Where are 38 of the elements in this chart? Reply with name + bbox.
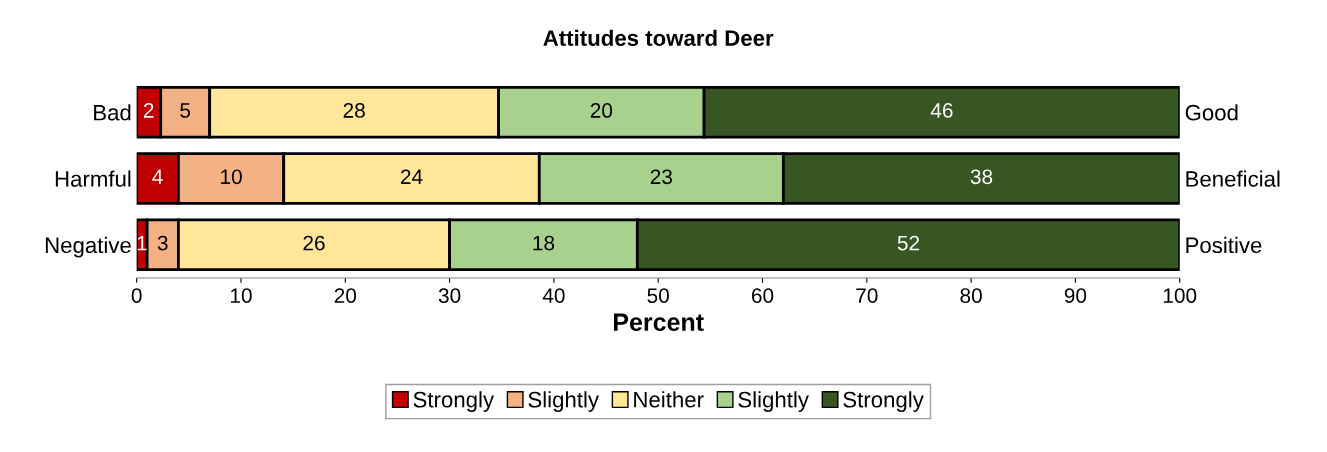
data-label: 5 [180,103,191,118]
x-axis-title: Percent [614,313,704,332]
x-tick-label: 40 [542,288,565,303]
x-tick-label: 60 [751,288,774,303]
x-tick-label: 20 [334,288,357,303]
legend-label: Slightly [528,391,599,412]
data-label: 23 [650,169,672,185]
legend-label: Slightly [738,391,809,412]
y-tick-label: Harmful [55,170,131,187]
legend-label: Strongly [843,391,924,412]
legend-label: Strongly [413,391,495,412]
legend-label: Neither [634,391,704,408]
chart-title: Attitudes toward Deer [543,29,774,46]
data-label: 2 [143,103,154,118]
x-tick-label: 0 [131,288,142,303]
x-tick-label: 70 [856,288,878,303]
x-tick-label: 100 [1163,288,1197,303]
data-label: 10 [221,169,242,185]
data-label: 52 [897,235,920,251]
data-label: 24 [400,169,423,184]
data-label: 3 [157,235,168,251]
data-label: 28 [343,103,365,118]
data-label: 18 [533,235,555,251]
x-tick-label: 90 [1064,288,1087,303]
data-label: 46 [930,103,953,118]
y-tick-label: Negative [45,236,131,258]
y-tick-label: Bad [94,104,131,121]
data-label: 26 [303,235,325,251]
y2-tick-label: Beneficial [1186,170,1280,187]
x-tick-label: 10 [230,288,252,303]
data-label: 4 [152,169,163,184]
x-tick-label: 30 [438,288,461,303]
data-label: 38 [970,169,993,185]
x-tick-label: 80 [960,288,982,303]
y2-tick-label: Good [1185,104,1238,121]
y2-tick-label: Positive [1186,236,1262,254]
data-label: 20 [590,103,613,118]
x-tick-label: 50 [647,288,669,303]
